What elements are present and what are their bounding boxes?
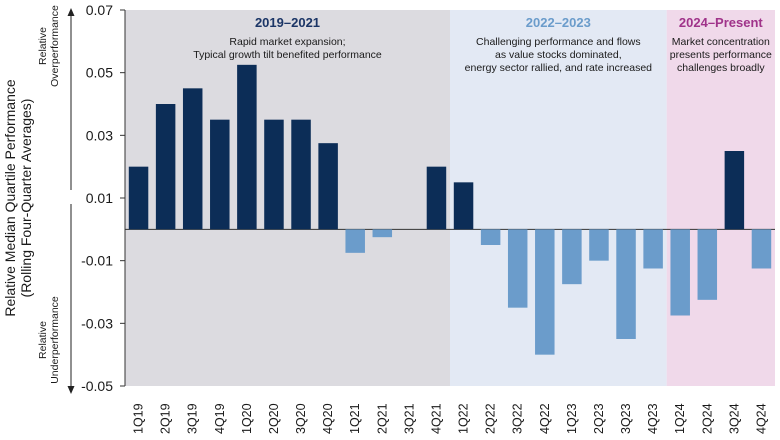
bar-4Q24 <box>751 229 772 269</box>
bar-4Q20 <box>318 143 338 230</box>
x-tick-label: 2Q21 <box>375 403 389 434</box>
x-tick-label: 4Q21 <box>429 403 443 434</box>
x-tick-label: 4Q20 <box>321 403 335 434</box>
y-tick-label: 0.01 <box>86 190 113 206</box>
y-tick-label: -0.03 <box>81 315 113 331</box>
bar-4Q19 <box>210 119 230 230</box>
y-tick-label: -0.05 <box>81 378 113 394</box>
period-description-line: energy sector rallied, and rate increase… <box>465 62 653 74</box>
down-arrow-icon <box>67 386 75 394</box>
x-tick-label: 1Q19 <box>132 403 146 434</box>
x-tick-label: 4Q19 <box>213 403 227 434</box>
x-tick-label: 3Q24 <box>727 403 741 434</box>
bar-4Q22 <box>535 229 555 355</box>
y-tick-label: 0.07 <box>86 2 113 18</box>
x-tick-label: 2Q22 <box>484 403 498 434</box>
period-title-1: 2022–2023 <box>526 15 591 30</box>
bar-2Q22 <box>480 229 501 245</box>
bar-1Q24 <box>670 229 690 316</box>
y-tick-label: -0.01 <box>81 253 113 269</box>
y-tick-label: 0.03 <box>86 127 113 143</box>
period-band-0 <box>125 10 450 386</box>
x-tick-label: 2Q24 <box>700 403 714 434</box>
up-arrow-icon <box>67 8 75 16</box>
period-description-line: challenges broadly <box>677 62 765 74</box>
x-tick-label: 2Q20 <box>267 403 281 434</box>
x-tick-label: 1Q22 <box>457 403 471 434</box>
period-description-line: as value stocks dominated, <box>495 49 622 61</box>
bar-2Q19 <box>155 104 176 230</box>
bar-3Q22 <box>507 229 528 308</box>
bar-2Q24 <box>697 229 718 300</box>
underperformance-label-line1: Relative <box>37 321 49 359</box>
x-tick-label: 1Q20 <box>240 403 254 434</box>
y-axis-subtitle: (Rolling Four-Quarter Averages) <box>18 99 34 298</box>
bar-1Q23 <box>562 229 582 285</box>
y-axis-title: Relative Median Quartile Performance <box>2 79 18 317</box>
x-tick-label: 4Q23 <box>646 403 660 434</box>
bar-2Q20 <box>264 119 284 230</box>
bar-4Q23 <box>643 229 663 269</box>
x-tick-label: 2Q23 <box>592 403 606 434</box>
x-tick-label: 3Q20 <box>294 403 308 434</box>
period-description-line: presents performance <box>670 49 772 61</box>
x-tick-label: 3Q21 <box>402 403 416 434</box>
x-tick-label: 1Q21 <box>348 403 362 434</box>
period-title-0: 2019–2021 <box>255 15 320 30</box>
bar-3Q23 <box>616 229 636 339</box>
period-description-line: Market concentration <box>672 36 770 48</box>
bar-3Q24 <box>724 151 745 230</box>
x-tick-label: 3Q19 <box>186 403 200 434</box>
x-tick-label: 1Q23 <box>565 403 579 434</box>
bar-3Q20 <box>291 119 311 230</box>
bar-3Q19 <box>182 88 203 230</box>
overperformance-label-line1: Relative <box>37 27 49 65</box>
overperformance-label-line2: Overperformance <box>49 5 61 87</box>
bar-2Q21 <box>372 229 393 238</box>
x-tick-label: 4Q22 <box>538 403 552 434</box>
bar-4Q21 <box>426 166 447 230</box>
x-tick-label: 1Q24 <box>673 403 687 434</box>
x-tick-label: 3Q22 <box>511 403 525 434</box>
period-description-line: Challenging performance and flows <box>476 36 641 48</box>
period-description-line: Rapid market expansion; <box>229 36 345 48</box>
bar-1Q21 <box>345 229 365 253</box>
x-tick-label: 2Q19 <box>159 403 173 434</box>
underperformance-label-line2: Underperformance <box>49 296 61 384</box>
bar-2Q23 <box>589 229 609 261</box>
x-tick-label: 3Q23 <box>619 403 633 434</box>
period-description-line: Typical growth tilt benefited performanc… <box>193 49 382 61</box>
bar-1Q20 <box>237 64 257 230</box>
bar-1Q19 <box>128 166 149 230</box>
bar-1Q22 <box>453 182 474 230</box>
y-tick-label: 0.05 <box>86 65 113 81</box>
period-title-2: 2024–Present <box>679 15 764 30</box>
x-tick-label: 4Q24 <box>754 403 768 434</box>
period-band-2 <box>666 10 775 386</box>
